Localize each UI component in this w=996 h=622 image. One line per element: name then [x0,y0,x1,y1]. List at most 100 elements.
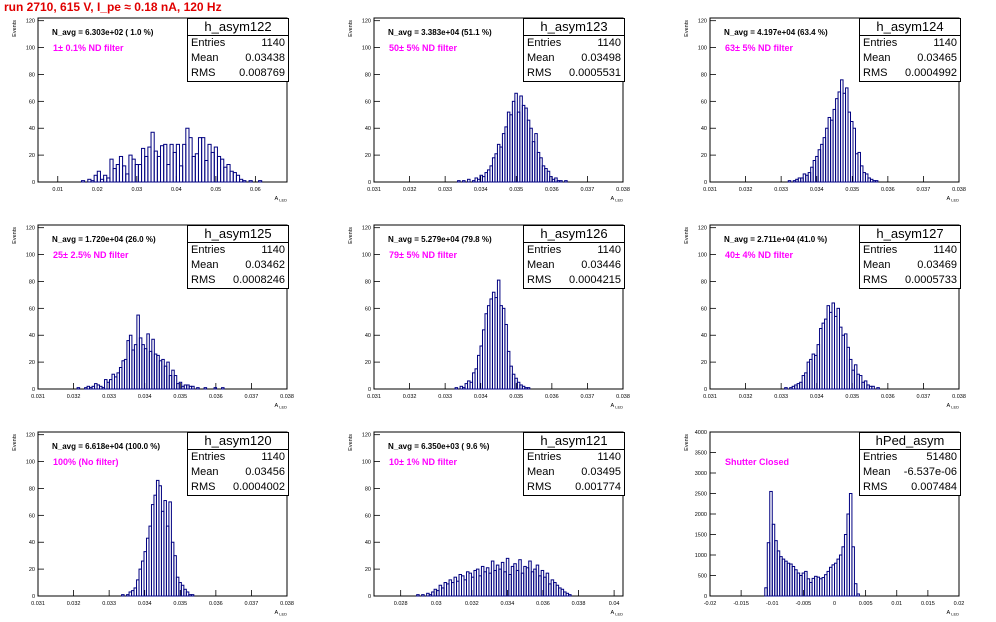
x-axis-title: ALED [947,403,960,410]
n-avg-annotation: N_avg = 2.711e+04 (41.0 %) [724,235,828,244]
histogram-svg: 0 20 40 60 80 100 120 0.031 0.032 0.033 0.034 0.035… [684,17,966,203]
histogram-bins [416,557,572,597]
x-tick-label: 0.015 [921,601,935,607]
x-tick-label: 0.034 [501,601,515,607]
stats-value: 1140 [261,244,285,256]
histogram-bin [421,594,425,597]
histogram-svg: 0 20 40 60 80 100 120 0.031 0.032 0.033 0.034 0.035… [348,224,630,410]
stats-histogram-name: h_asym124 [860,19,960,36]
stats-value: 1140 [933,37,957,49]
histogram-panel-h_asym125: 0 20 40 60 80 100 120 0.031 0.032 0.033 0.034 0.035… [0,221,324,415]
x-tick-label: 0.033 [102,601,116,607]
stats-value: 1140 [261,451,285,463]
x-tick-label: -0.01 [766,601,779,607]
y-axis-title: Events [12,20,18,37]
x-tick-label: 0.034 [810,394,824,400]
stats-row-mean: Mean 0.03465 [860,51,960,66]
stats-value: 0.0004215 [569,274,621,286]
stats-row-rms: RMS 0.0004002 [188,480,288,495]
x-tick-label: 0.032 [403,187,417,193]
histogram-bin [173,375,178,390]
y-axis-title: Events [348,227,354,244]
histogram-bin [248,180,253,183]
n-avg-annotation: N_avg = 1.720e+04 (26.0 %) [52,235,156,244]
x-tick-label: 0.035 [845,187,859,193]
y-tick-label: 60 [29,513,35,519]
x-tick-label: -0.015 [733,601,749,607]
x-tick-label: 0.033 [438,394,452,400]
stats-row-mean: Mean -6.537e-06 [860,465,960,480]
x-axis-title: ALED [611,610,624,617]
x-axis-title: ALED [611,196,624,203]
stats-value: 0.03462 [245,259,285,271]
x-tick-label: 0.034 [474,394,488,400]
stats-label: Entries [191,451,226,463]
y-tick-label: 100 [362,460,371,466]
stats-row-rms: RMS 0.0008246 [188,273,288,288]
x-axis-title: ALED [947,196,960,203]
histogram-bin [213,387,218,390]
y-tick-label: 60 [701,306,707,312]
stats-value: 0.0005531 [569,67,621,79]
y-tick-label: 120 [698,19,707,25]
stats-value: 0.03456 [245,466,285,478]
stats-label: RMS [191,67,216,79]
x-tick-label: 0.032 [739,394,753,400]
y-tick-label: 80 [701,279,707,285]
histogram-panel-h_asym123: 0 20 40 60 80 100 120 0.031 0.032 0.033 0.034 0.035… [336,14,660,208]
y-tick-label: 100 [698,46,707,52]
stats-box: h_asym120 Entries 1140 Mean 0.03456 RMS 0.0004… [187,432,289,496]
histogram-bin [568,594,572,597]
x-tick-label: 0.036 [209,601,223,607]
histogram-bin [96,170,101,183]
histogram-svg: 0 20 40 60 80 100 120 0.01 0.02 0.03 0.04 0.05 0.06 E… [12,17,288,203]
histogram-bins [80,127,263,183]
y-tick-label: 120 [26,19,35,25]
x-tick-label: 0.035 [845,394,859,400]
filter-annotation: 63± 5% ND filter [725,43,793,53]
x-tick-label: -0.02 [704,601,717,607]
stats-row-entries: Entries 1140 [524,450,624,465]
stats-row-entries: Entries 1140 [860,36,960,51]
stats-histogram-name: h_asym126 [524,226,624,243]
stats-value: 1140 [597,244,621,256]
y-tick-label: 100 [362,46,371,52]
stats-box: h_asym122 Entries 1140 Mean 0.03438 RMS 0.0087… [187,18,289,82]
stats-value: 0.008769 [239,67,285,79]
x-tick-label: 0.02 [92,187,103,193]
x-tick-label: 0.031 [367,187,381,193]
x-tick-label: 0.031 [703,187,717,193]
x-tick-label: 0.038 [616,187,630,193]
histogram-bin [787,180,792,183]
histogram-bin [173,555,177,597]
x-tick-label: 0.038 [616,394,630,400]
stats-value: 0.03446 [581,259,621,271]
stats-value: 0.03469 [917,259,957,271]
histogram-bins [76,314,225,390]
stats-box: hPed_asym Entries 51480 Mean -6.537e-06 RMS 0.… [859,432,961,496]
y-tick-label: 0 [704,594,707,600]
histogram-svg: 0 500 1000 1500 2000 2500 3000 3500 4000 -0.02 -0.… [684,430,964,617]
histogram-bin [191,385,195,390]
histogram-bin [853,583,858,597]
stats-label: Mean [527,259,555,271]
stats-histogram-name: h_asym120 [188,433,288,450]
x-tick-label: 0.034 [138,394,152,400]
n-avg-annotation: N_avg = 5.279e+04 (79.8 %) [388,235,492,244]
y-tick-label: 60 [29,99,35,105]
y-tick-label: 0 [704,387,707,393]
stats-value: 1140 [597,451,621,463]
x-tick-label: 0.06 [250,187,261,193]
histogram-bin [196,387,200,390]
histogram-svg: 0 20 40 60 80 100 120 0.028 0.03 0.032 0.034 0.036 0… [348,431,624,617]
x-axis-title: ALED [611,403,624,410]
histogram-bin [856,593,860,597]
stats-label: Mean [863,259,891,271]
stats-row-mean: Mean 0.03446 [524,258,624,273]
histogram-bin [258,180,263,183]
stats-label: RMS [863,67,888,79]
y-tick-label: 20 [29,567,35,573]
stats-value: 1140 [933,244,957,256]
x-tick-label: 0.03 [431,601,442,607]
y-tick-label: 80 [29,72,35,78]
